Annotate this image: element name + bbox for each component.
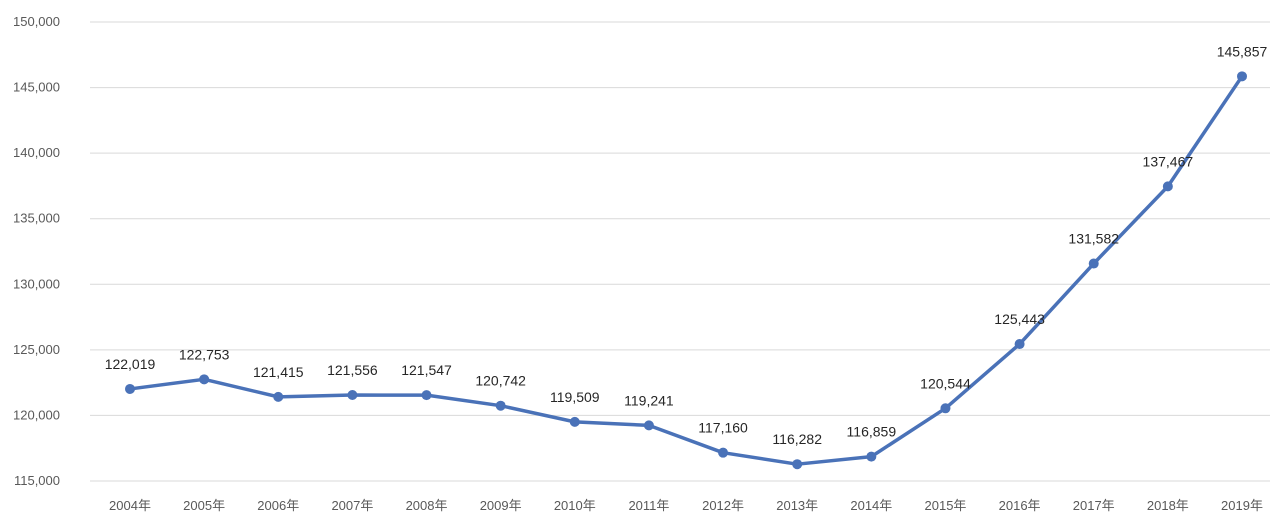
data-point — [1014, 339, 1025, 350]
data-point — [792, 459, 803, 470]
x-axis-ticks: 2004年 2005年 2006年 2007年 2008年 2009年 2010年 2011年… — [109, 498, 1263, 513]
x-tick-label: 2005年 — [183, 498, 225, 513]
y-tick-label: 145,000 — [13, 80, 60, 95]
y-tick-label: 135,000 — [13, 211, 60, 226]
y-tick-label: 115,000 — [14, 473, 60, 488]
x-tick-label: 2015年 — [925, 498, 967, 513]
data-label: 120,544 — [920, 375, 971, 391]
data-label: 121,415 — [253, 364, 304, 380]
x-tick-label: 2017年 — [1073, 498, 1115, 513]
data-label: 120,742 — [475, 373, 526, 389]
data-label: 116,859 — [847, 424, 897, 440]
y-tick-label: 120,000 — [13, 407, 60, 422]
x-tick-label: 2007年 — [331, 498, 373, 513]
data-point — [1237, 71, 1247, 82]
x-tick-label: 2018年 — [1147, 498, 1189, 513]
data-point — [1162, 181, 1173, 192]
data-labels: 122,019 122,753 121,415 121,556 121,547 120,7… — [105, 43, 1268, 447]
data-label: 122,753 — [179, 346, 230, 362]
series-line — [128, 74, 1244, 466]
data-label: 145,857 — [1217, 43, 1268, 59]
data-point — [199, 374, 210, 385]
x-tick-label: 2009年 — [480, 498, 522, 513]
data-point — [495, 400, 506, 411]
data-point — [1088, 258, 1099, 269]
x-tick-label: 2012年 — [702, 498, 744, 513]
data-label: 122,019 — [105, 356, 156, 372]
data-point — [125, 383, 135, 394]
data-point — [718, 447, 729, 458]
x-tick-label: 2013年 — [776, 498, 818, 513]
data-point — [866, 451, 877, 462]
data-label: 131,582 — [1068, 231, 1119, 247]
data-label: 116,282 — [772, 431, 822, 447]
y-tick-label: 130,000 — [13, 276, 60, 291]
data-label: 119,241 — [624, 392, 674, 408]
data-label: 125,443 — [994, 311, 1045, 327]
y-tick-label: 140,000 — [13, 145, 60, 160]
y-tick-label: 125,000 — [13, 342, 60, 357]
data-label: 119,509 — [550, 389, 600, 405]
data-point — [569, 416, 580, 427]
x-tick-label: 2014年 — [850, 498, 892, 513]
data-label: 137,467 — [1143, 153, 1194, 169]
data-label: 121,547 — [401, 362, 452, 378]
x-tick-label: 2019年 — [1221, 498, 1263, 513]
x-tick-label: 2011年 — [628, 498, 669, 513]
data-label: 121,556 — [327, 362, 378, 378]
data-point — [421, 390, 432, 401]
x-tick-label: 2006年 — [257, 498, 299, 513]
data-point — [643, 420, 654, 431]
gridlines — [90, 21, 1270, 482]
series-line-group — [125, 71, 1247, 470]
x-tick-label: 2008年 — [406, 498, 448, 513]
y-tick-label: 150,000 — [13, 14, 60, 29]
y-axis-ticks: 115,000 120,000 125,000 130,000 135,000 140,0… — [13, 14, 60, 488]
x-tick-label: 2016年 — [999, 498, 1041, 513]
data-point — [940, 403, 951, 414]
x-tick-label: 2010年 — [554, 498, 596, 513]
x-tick-label: 2004年 — [109, 498, 151, 513]
data-point — [273, 391, 284, 402]
data-point — [347, 390, 358, 401]
data-label: 117,160 — [698, 420, 748, 436]
